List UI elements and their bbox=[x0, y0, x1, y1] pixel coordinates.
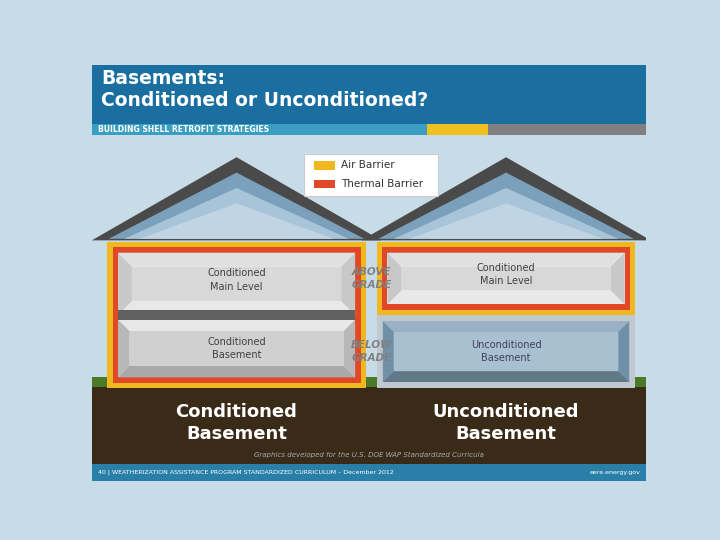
Polygon shape bbox=[387, 253, 401, 304]
FancyBboxPatch shape bbox=[118, 253, 355, 377]
FancyBboxPatch shape bbox=[130, 331, 343, 366]
FancyBboxPatch shape bbox=[305, 154, 438, 195]
Polygon shape bbox=[611, 253, 625, 304]
Polygon shape bbox=[118, 366, 355, 377]
FancyBboxPatch shape bbox=[387, 253, 625, 304]
Polygon shape bbox=[361, 157, 651, 240]
FancyBboxPatch shape bbox=[427, 124, 488, 135]
Polygon shape bbox=[140, 204, 333, 239]
FancyBboxPatch shape bbox=[314, 161, 335, 170]
Text: 40 | WEATHERIZATION ASSISTANCE PROGRAM STANDARDIZED CURRICULUM – December 2012: 40 | WEATHERIZATION ASSISTANCE PROGRAM S… bbox=[98, 469, 394, 475]
FancyBboxPatch shape bbox=[92, 377, 647, 387]
FancyBboxPatch shape bbox=[118, 310, 355, 320]
Text: Conditioned
Basement: Conditioned Basement bbox=[176, 403, 297, 443]
Text: Unconditioned
Basement: Unconditioned Basement bbox=[471, 340, 541, 363]
FancyBboxPatch shape bbox=[383, 321, 629, 382]
FancyBboxPatch shape bbox=[92, 384, 647, 464]
FancyBboxPatch shape bbox=[92, 464, 647, 481]
Text: Unconditioned
Basement: Unconditioned Basement bbox=[433, 403, 580, 443]
Polygon shape bbox=[394, 188, 618, 239]
Text: eere.energy.gov: eere.energy.gov bbox=[589, 470, 640, 475]
Polygon shape bbox=[343, 320, 355, 377]
Polygon shape bbox=[92, 157, 382, 240]
Polygon shape bbox=[109, 173, 364, 239]
Text: Thermal Barrier: Thermal Barrier bbox=[341, 179, 423, 189]
Polygon shape bbox=[118, 253, 355, 267]
Text: Conditioned
Basement: Conditioned Basement bbox=[207, 337, 266, 360]
FancyBboxPatch shape bbox=[382, 247, 630, 309]
FancyBboxPatch shape bbox=[92, 124, 427, 135]
FancyBboxPatch shape bbox=[401, 267, 611, 291]
Polygon shape bbox=[341, 253, 355, 315]
Polygon shape bbox=[383, 321, 394, 382]
Polygon shape bbox=[118, 253, 132, 315]
Text: ABOVE
GRADE: ABOVE GRADE bbox=[351, 267, 392, 290]
FancyBboxPatch shape bbox=[112, 247, 361, 383]
Text: BELOW
GRADE: BELOW GRADE bbox=[351, 340, 392, 363]
Text: Conditioned
Main Level: Conditioned Main Level bbox=[207, 268, 266, 292]
Polygon shape bbox=[409, 204, 603, 239]
FancyBboxPatch shape bbox=[107, 242, 366, 388]
Text: Graphics developed for the U.S. DOE WAP Standardized Curricula: Graphics developed for the U.S. DOE WAP … bbox=[254, 451, 484, 457]
Text: Conditioned
Main Level: Conditioned Main Level bbox=[477, 263, 536, 286]
Polygon shape bbox=[378, 173, 634, 239]
Text: Basements:
Conditioned or Unconditioned?: Basements: Conditioned or Unconditioned? bbox=[101, 69, 428, 110]
FancyBboxPatch shape bbox=[377, 315, 636, 388]
Polygon shape bbox=[387, 253, 625, 267]
FancyBboxPatch shape bbox=[92, 65, 647, 128]
Polygon shape bbox=[618, 321, 629, 382]
FancyBboxPatch shape bbox=[314, 179, 335, 188]
FancyBboxPatch shape bbox=[132, 267, 341, 301]
Polygon shape bbox=[124, 188, 349, 239]
Polygon shape bbox=[383, 372, 629, 382]
FancyBboxPatch shape bbox=[394, 332, 618, 372]
Polygon shape bbox=[118, 320, 130, 377]
FancyBboxPatch shape bbox=[377, 242, 636, 315]
FancyBboxPatch shape bbox=[488, 124, 647, 135]
Text: Air Barrier: Air Barrier bbox=[341, 160, 395, 170]
FancyBboxPatch shape bbox=[92, 82, 647, 464]
Text: BUILDING SHELL RETROFIT STRATEGIES: BUILDING SHELL RETROFIT STRATEGIES bbox=[98, 125, 269, 134]
